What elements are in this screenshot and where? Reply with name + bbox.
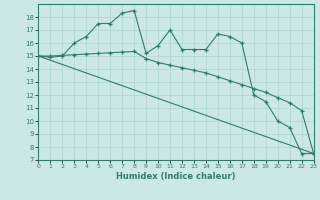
X-axis label: Humidex (Indice chaleur): Humidex (Indice chaleur) bbox=[116, 172, 236, 181]
